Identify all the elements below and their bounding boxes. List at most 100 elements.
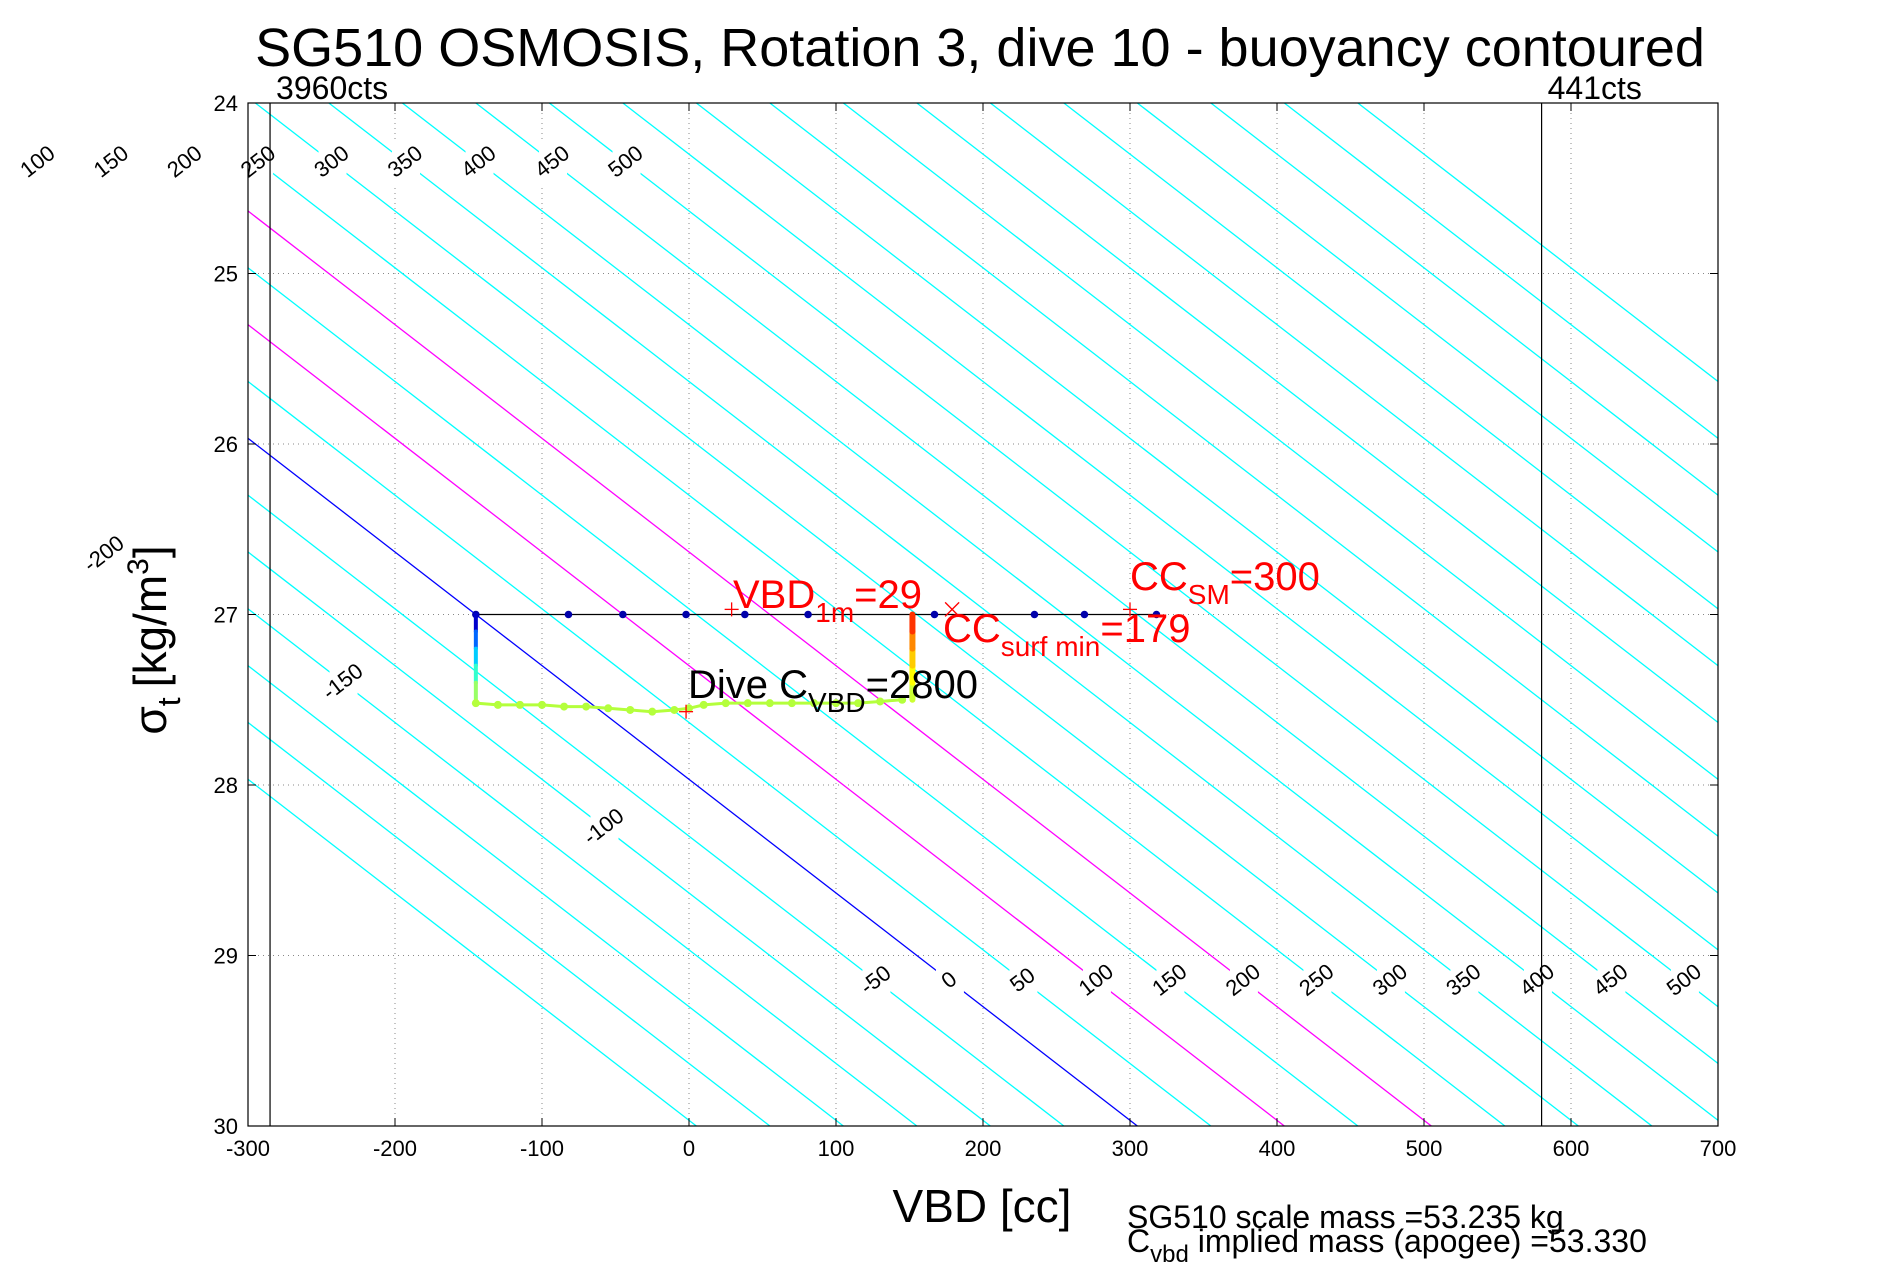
contour-label-bg [1082,959,1111,1004]
implied-mass-note: Cvbd implied mass (apogee) =53.330 [1127,1223,1647,1262]
implied-mass-sub: vbd [1150,1241,1189,1262]
cc-surf-min-sub: surf min [1001,631,1101,662]
y-axis-label-unit-close: ] [124,545,176,558]
contour-line--50 [248,494,1065,1126]
x-tick-label: 600 [1553,1136,1590,1161]
contour-label: 350 [1441,959,1485,1001]
surface-point [741,610,749,619]
contour-label-bg [935,959,964,1004]
y-axis-label-sub: t [151,697,187,706]
contour-label: 150 [89,140,133,182]
contour-line--200 [248,664,844,1126]
contour-label: 450 [530,140,574,182]
contour-label-bg [862,959,891,1004]
y-axis-label-symbol: σ [124,706,176,734]
dive-bottom-point [721,699,730,708]
cc-sm-main: CC [1130,555,1188,599]
reference-markers [679,601,1137,719]
vbd-limits: 3960cts 441cts [269,70,1642,1126]
dive-cvbd-value: =2800 [866,663,978,707]
dive-bottom-point [876,697,885,706]
contour-line--300 [248,778,697,1126]
contour-line-700 [842,103,1718,781]
contour-label-bg [1156,959,1185,1004]
x-tick-label: 300 [1112,1136,1149,1161]
contour-label-bg [98,140,127,185]
y-tick-label: 29 [214,944,238,969]
vbd-1m-sub: 1m [815,597,854,628]
contour-label: 500 [1662,959,1706,1001]
y-tick-label: 26 [214,432,238,457]
contour-label: 150 [1147,959,1191,1001]
vbd-1m-main: VBD [733,573,815,617]
y-axis-label: σt [kg/m3] [122,545,187,734]
contour-line-800 [989,103,1718,667]
y-axis-label-unit-sup: 3 [122,558,155,575]
dive-bottom-point [685,704,693,713]
dive-bottom-point [699,700,708,709]
contour-label: 350 [383,140,427,182]
dive-bottom-point [854,699,863,708]
dive-bottom-point [832,699,840,708]
contour-line-500 [548,103,1718,1008]
x-tick-label: 400 [1259,1136,1296,1161]
y-tick-label: 30 [214,1114,238,1139]
dive-cvbd-annotation: Dive CVBD=2800 [688,663,978,718]
contour-label: 400 [1515,959,1559,1001]
contour-line-650 [769,103,1718,837]
dive-bottom-point [515,700,524,709]
contour-label: 100 [1074,959,1118,1001]
contour-line-600 [695,103,1718,894]
contour-label-bg [329,660,358,705]
implied-mass-value: implied mass (apogee) =53.330 [1189,1223,1647,1259]
contour-label-bg [245,140,274,185]
contour-line-850 [1063,103,1718,610]
contour-label: 300 [1368,959,1412,1001]
dive-bottom-point [765,699,774,708]
cc-surf-min-annotation: CCsurf min=179 [943,607,1190,662]
dive-bottom-point [787,699,796,708]
dive-bottom-point [493,700,502,709]
dive-bottom-point [898,695,907,704]
cc-sm-sub: SM [1188,579,1230,610]
contour-line-1000 [1283,103,1718,440]
x-tick-label: 500 [1406,1136,1443,1161]
x-tick-label: 700 [1700,1136,1737,1161]
y-axis-label-unit: [kg/m [124,575,176,687]
y-tick-label: 25 [214,262,238,287]
x-axis-label: VBD [cc] [893,1180,1072,1232]
x-marker-b [944,601,960,617]
dive-bottom-point [809,699,818,708]
surface-point [804,610,812,619]
dive-bottom-point [670,705,679,714]
dive-bottom-point [604,704,613,713]
surface-point [1152,610,1161,619]
surface-point [1030,610,1039,619]
cc-sm-annotation: CCSM=300 [1130,555,1320,610]
contour-label-bg [1376,959,1405,1004]
x-tick-label: -200 [373,1136,417,1161]
x-tick-label: 100 [818,1136,855,1161]
vbd-limit-label: 3960cts [276,70,388,106]
contour-line-750 [916,103,1718,724]
contour-label-bg [1009,959,1038,1004]
vbd-1m-value: =29 [854,573,922,617]
dive-bottom-point [471,699,480,708]
contour-label-bg [1450,959,1479,1004]
scale-mass-note: SG510 scale mass =53.235 kg [1127,1199,1564,1235]
surface-point [1080,610,1089,619]
contour-label-bg [392,140,421,185]
svg-text:σt[kg/m3]: σt [kg/m3] [122,545,187,734]
surface-point [930,610,939,619]
contour-label: 250 [236,140,280,182]
cc-sm-value: =300 [1230,555,1320,599]
dive-cvbd-sub: VBD [808,687,866,718]
vbd-limit-label: 441cts [1548,70,1642,106]
contour-label: 450 [1588,959,1632,1001]
contour-label: 500 [603,140,647,182]
dive-cvbd-main: Dive C [688,663,808,707]
y-tick-label: 27 [214,603,238,628]
contour-label: 300 [309,140,353,182]
contour-label: 250 [1294,959,1338,1001]
